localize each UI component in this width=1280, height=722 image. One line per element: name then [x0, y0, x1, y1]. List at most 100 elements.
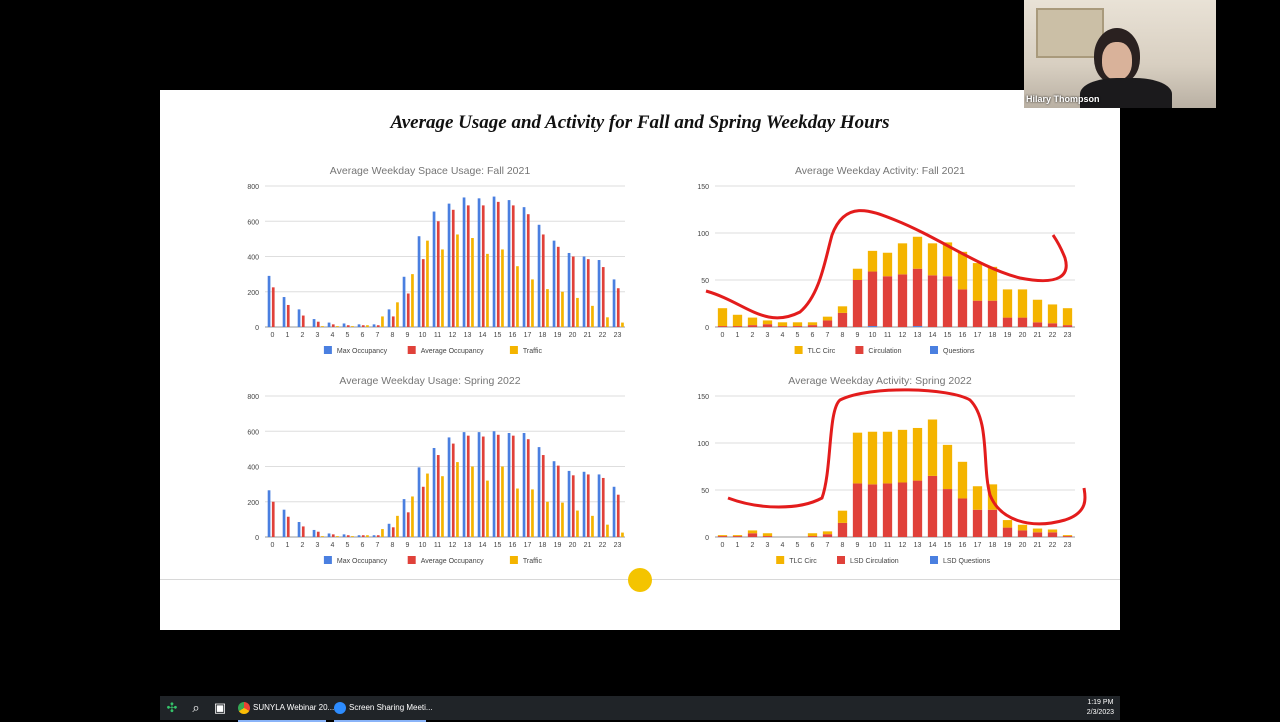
- bar: [376, 325, 380, 327]
- y-tick-label: 200: [247, 290, 259, 297]
- bar: [471, 237, 474, 327]
- task-view-icon[interactable]: ▣: [213, 700, 227, 715]
- bar: [271, 287, 275, 327]
- bar: [717, 308, 728, 327]
- bar: [402, 499, 406, 537]
- bar: [957, 289, 968, 327]
- x-tick-label: 14: [929, 332, 937, 339]
- x-tick-label: 11: [884, 542, 891, 549]
- legend-swatch: [407, 556, 416, 564]
- x-tick-label: 14: [929, 542, 937, 549]
- taskbar-app-label: Screen Sharing Meeti...: [349, 703, 433, 712]
- bar: [501, 249, 504, 327]
- x-tick-label: 5: [796, 542, 800, 549]
- taskbar-app-zoom[interactable]: Screen Sharing Meeti...: [334, 698, 433, 722]
- bar: [492, 196, 496, 327]
- bar: [507, 200, 511, 327]
- bar: [282, 297, 286, 327]
- y-tick-label: 0: [705, 325, 709, 332]
- y-tick-label: 0: [705, 535, 709, 542]
- bar: [732, 326, 743, 327]
- bar: [571, 256, 575, 327]
- bar: [1047, 532, 1058, 537]
- bar: [837, 510, 848, 523]
- bar: [417, 467, 421, 537]
- x-tick-label: 9: [406, 542, 410, 549]
- bar: [762, 320, 773, 325]
- bar: [297, 522, 301, 537]
- bar: [327, 533, 331, 537]
- bar: [1062, 325, 1073, 327]
- bar: [616, 288, 620, 327]
- x-tick-label: 1: [736, 332, 740, 339]
- x-tick-label: 2: [301, 542, 305, 549]
- bar: [987, 484, 998, 510]
- wall-picture: [1036, 8, 1104, 58]
- bar: [852, 483, 863, 537]
- bar: [852, 432, 863, 484]
- x-tick-label: 17: [974, 332, 982, 339]
- bar: [957, 251, 968, 290]
- bar: [822, 320, 833, 327]
- x-tick-label: 8: [841, 542, 845, 549]
- presentation-slide: Average Usage and Activity for Fall and …: [160, 90, 1120, 630]
- y-tick-label: 0: [255, 535, 259, 542]
- bar: [441, 476, 444, 537]
- bar: [571, 475, 575, 537]
- bar: [426, 240, 429, 327]
- bar: [396, 515, 399, 537]
- bar: [522, 207, 526, 327]
- x-tick-label: 22: [1049, 332, 1057, 339]
- x-tick-label: 5: [796, 332, 800, 339]
- x-tick-label: 1: [286, 542, 290, 549]
- bar: [621, 532, 624, 537]
- bar: [496, 201, 500, 327]
- bar: [346, 535, 350, 537]
- bar: [1002, 289, 1013, 318]
- bar: [537, 447, 541, 537]
- bar: [927, 419, 938, 476]
- legend-swatch: [855, 346, 864, 354]
- bar: [411, 274, 414, 327]
- bar: [822, 316, 833, 321]
- y-tick-label: 0: [255, 325, 259, 332]
- bar: [481, 205, 485, 327]
- x-tick-label: 16: [509, 542, 517, 549]
- x-tick-label: 3: [316, 332, 320, 339]
- bar: [897, 482, 908, 537]
- bar: [286, 304, 290, 327]
- bar: [387, 309, 391, 327]
- start-icon[interactable]: ✣: [166, 700, 178, 715]
- bar: [522, 433, 526, 537]
- bar: [516, 266, 519, 327]
- bar: [336, 326, 339, 327]
- taskbar-app-browser[interactable]: SUNYLA Webinar 20...: [238, 698, 334, 722]
- bar: [616, 494, 620, 537]
- bar: [481, 436, 485, 537]
- search-icon[interactable]: ⌕: [192, 700, 200, 715]
- bar: [601, 477, 605, 537]
- bar: [957, 498, 968, 537]
- x-tick-label: 14: [479, 332, 487, 339]
- bar: [462, 432, 466, 537]
- bar: [837, 522, 848, 537]
- participant-video[interactable]: Hilary Thompson: [1024, 0, 1216, 108]
- x-tick-label: 4: [331, 332, 335, 339]
- bar: [837, 312, 848, 327]
- bar: [267, 275, 271, 327]
- bar: [466, 205, 470, 327]
- chart-activity-fall-2021: Average Weekday Activity: Fall 2021 0 50 10…: [670, 160, 1090, 360]
- chart-space-usage-fall-2021: Average Weekday Space Usage: Fall 2021 0 2…: [220, 160, 640, 360]
- bar: [361, 535, 365, 537]
- x-tick-label: 10: [419, 332, 427, 339]
- bar: [1062, 535, 1073, 537]
- bar: [591, 305, 594, 327]
- bar: [586, 474, 590, 537]
- system-clock[interactable]: 1:19 PM 2/3/2023: [1087, 698, 1114, 718]
- y-tick-label: 800: [247, 184, 259, 191]
- bar: [316, 531, 320, 537]
- x-tick-label: 2: [751, 332, 755, 339]
- x-tick-label: 23: [1064, 332, 1072, 339]
- bar: [541, 234, 545, 327]
- bar: [432, 447, 436, 537]
